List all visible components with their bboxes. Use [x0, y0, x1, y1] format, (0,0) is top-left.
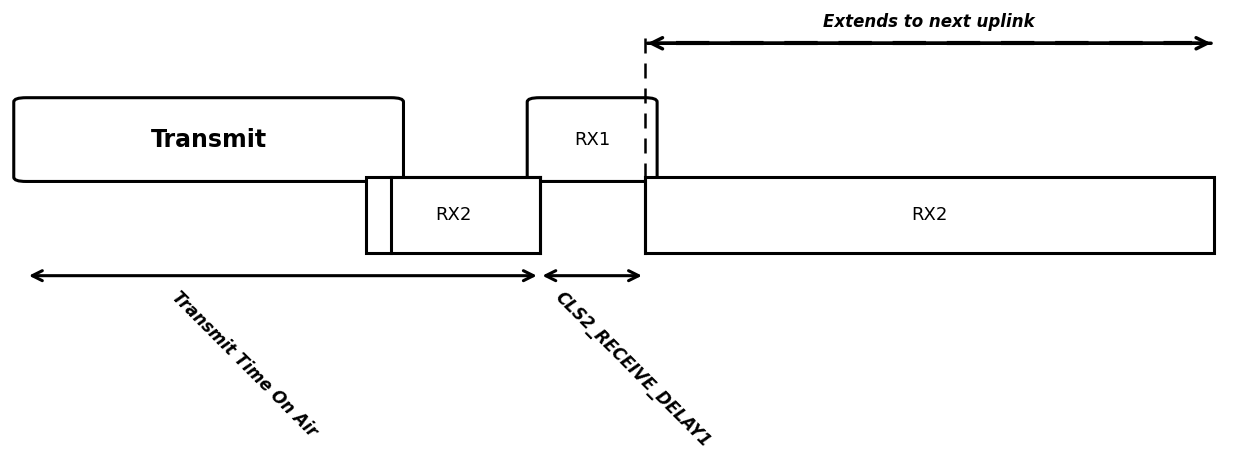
FancyBboxPatch shape — [366, 177, 539, 253]
Text: Transmit Time On Air: Transmit Time On Air — [169, 288, 321, 441]
Text: RX1: RX1 — [574, 131, 610, 149]
FancyBboxPatch shape — [14, 98, 403, 181]
FancyBboxPatch shape — [527, 98, 657, 181]
Text: RX2: RX2 — [911, 206, 947, 224]
Text: Extends to next uplink: Extends to next uplink — [823, 13, 1035, 31]
Text: Transmit: Transmit — [150, 127, 267, 152]
Text: RX2: RX2 — [435, 206, 471, 224]
Text: CLS2_RECEIVE_DELAY1: CLS2_RECEIVE_DELAY1 — [552, 288, 714, 451]
FancyBboxPatch shape — [645, 177, 1214, 253]
